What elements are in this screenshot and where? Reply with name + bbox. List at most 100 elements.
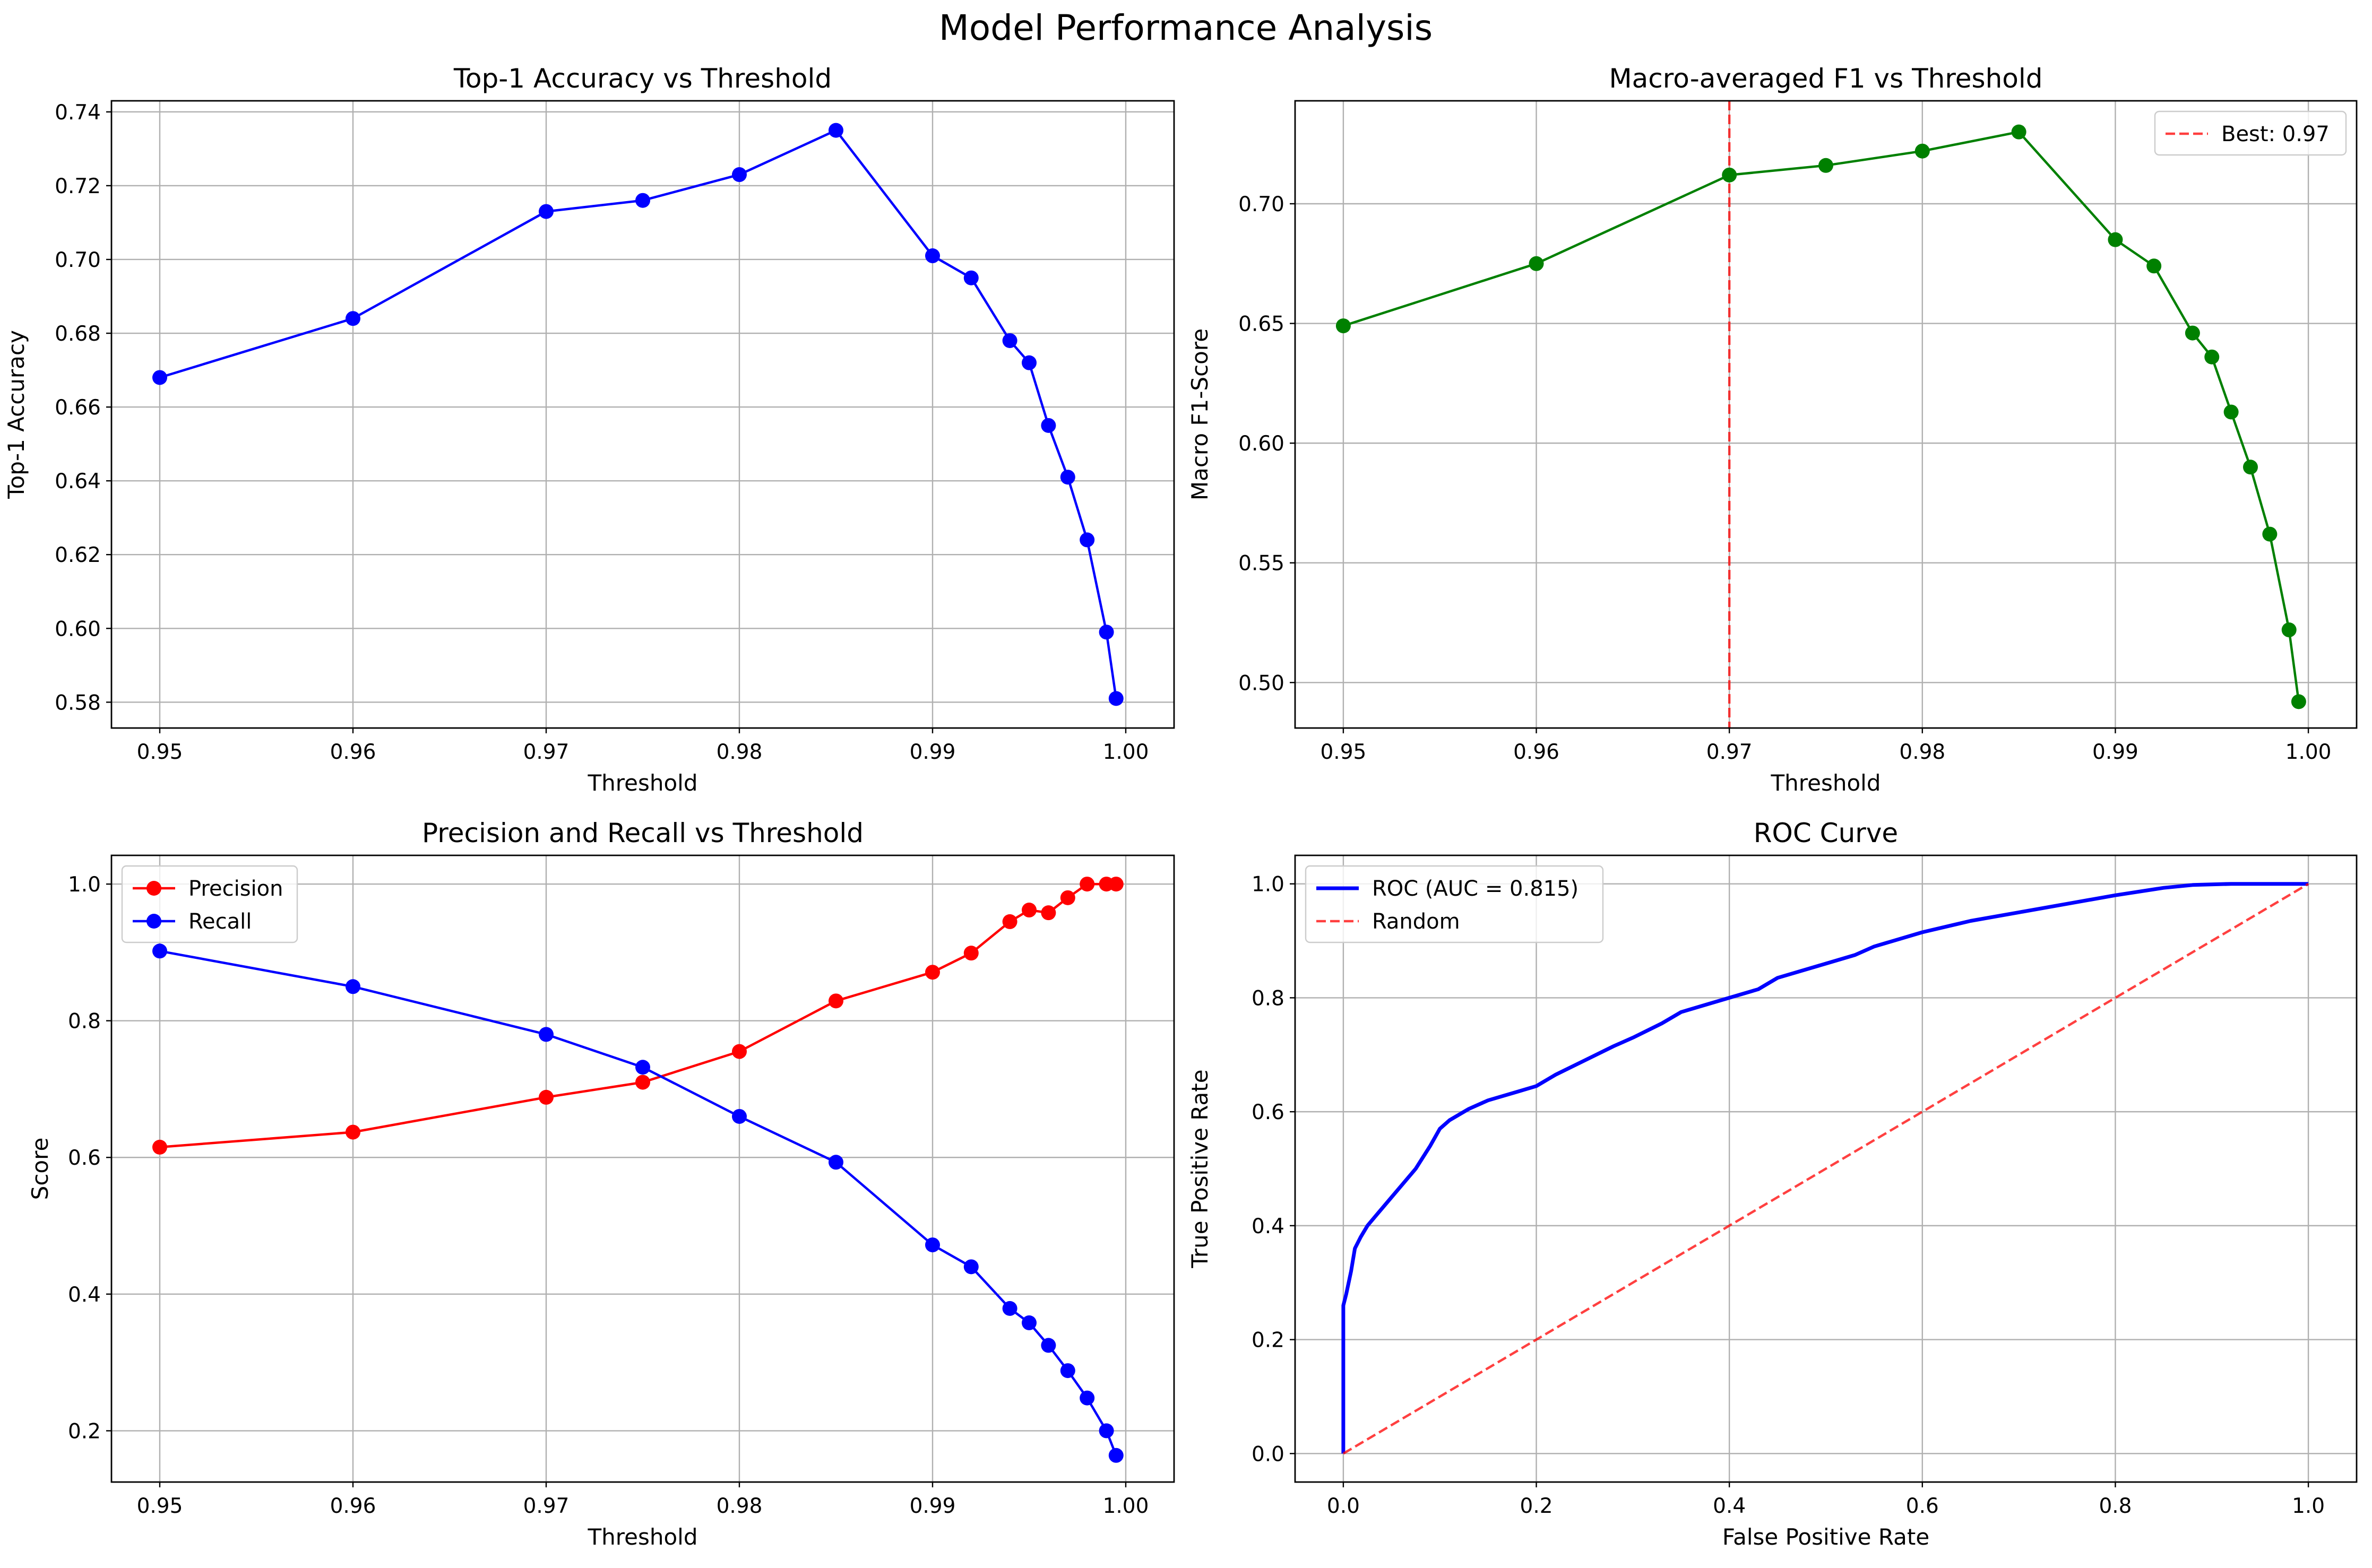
data-point bbox=[1722, 167, 1737, 183]
legend-marker bbox=[146, 914, 161, 929]
data-point bbox=[963, 946, 979, 961]
data-point bbox=[829, 993, 843, 1009]
x-tick-label: 0.95 bbox=[137, 1494, 183, 1518]
data-point bbox=[1022, 355, 1037, 370]
data-point bbox=[925, 1237, 940, 1253]
legend-label: Best: 0.97 bbox=[2221, 122, 2330, 146]
data-point bbox=[346, 1124, 360, 1140]
y-tick-label: 0.74 bbox=[55, 101, 101, 125]
x-tick-label: 1.00 bbox=[2285, 740, 2332, 764]
subplot-title: Precision and Recall vs Threshold bbox=[422, 818, 864, 848]
data-point bbox=[2291, 694, 2306, 709]
legend: Best: 0.97 bbox=[2154, 110, 2347, 156]
data-point bbox=[732, 167, 747, 183]
data-point bbox=[1080, 1390, 1095, 1406]
data-point bbox=[1080, 532, 1095, 548]
data-point bbox=[152, 1139, 167, 1155]
subplot-1: 0.95 0.96 0.97 0.98 0.99 1.00 0.58 0.60 0.62 0.64… bbox=[3, 63, 1175, 796]
series-line-2 bbox=[1342, 882, 2309, 1455]
data-point bbox=[963, 270, 979, 285]
y-tick-label: 0.68 bbox=[55, 322, 101, 346]
x-tick-label: 1.00 bbox=[1103, 740, 1149, 764]
y-tick-label: 0.72 bbox=[55, 175, 101, 198]
data-point bbox=[1060, 470, 1075, 485]
data-point bbox=[2204, 349, 2220, 365]
data-point bbox=[539, 1089, 554, 1105]
y-tick-label: 0.2 bbox=[1252, 1329, 1284, 1353]
data-point bbox=[1108, 877, 1124, 892]
legend-marker bbox=[146, 881, 161, 896]
subplot-3: 0.95 0.96 0.97 0.98 0.99 1.00 0.2 0.4 0.6 0.8 1.0 P… bbox=[27, 818, 1175, 1550]
x-tick-label: 0.97 bbox=[1706, 740, 1753, 764]
data-point bbox=[2281, 622, 2297, 638]
data-point bbox=[1108, 1448, 1124, 1463]
x-axis-label: Threshold bbox=[588, 770, 698, 796]
x-axis-label: False Positive Rate bbox=[1722, 1524, 1929, 1550]
y-tick-label: 0.70 bbox=[55, 248, 101, 272]
data-point bbox=[925, 248, 940, 264]
y-axis-label: Top-1 Accuracy bbox=[3, 330, 29, 499]
x-tick-label: 0.6 bbox=[1906, 1494, 1939, 1518]
legend-box bbox=[2154, 110, 2347, 156]
data-point bbox=[1060, 1363, 1075, 1379]
data-point bbox=[635, 1075, 650, 1090]
y-tick-label: 0.58 bbox=[55, 691, 101, 715]
y-tick-label: 0.8 bbox=[1252, 986, 1284, 1010]
data-point bbox=[1041, 1338, 1056, 1353]
data-point bbox=[1099, 1423, 1114, 1439]
x-tick-label: 0.98 bbox=[717, 1494, 763, 1518]
y-tick-label: 1.0 bbox=[1252, 873, 1284, 897]
data-point bbox=[1914, 143, 1930, 159]
x-tick-label: 0.4 bbox=[1713, 1494, 1746, 1518]
x-tick-label: 0.96 bbox=[330, 740, 376, 764]
y-tick-label: 0.65 bbox=[1238, 313, 1284, 336]
x-tick-label: 0.97 bbox=[523, 1494, 570, 1518]
x-axis-label: Threshold bbox=[588, 1524, 698, 1550]
y-tick-label: 0.50 bbox=[1238, 671, 1284, 695]
y-tick-label: 0.8 bbox=[68, 1010, 101, 1034]
y-axis-label: Score bbox=[27, 1138, 53, 1200]
y-tick-label: 0.0 bbox=[1252, 1442, 1284, 1466]
data-point bbox=[1060, 890, 1075, 905]
legend-label: Precision bbox=[188, 877, 283, 901]
x-tick-label: 0.2 bbox=[1520, 1494, 1553, 1518]
data-point bbox=[152, 370, 167, 385]
data-point bbox=[346, 311, 360, 326]
legend: Precision Recall bbox=[121, 865, 298, 943]
series-line-1 bbox=[1341, 882, 2309, 1454]
x-tick-label: 0.99 bbox=[2092, 740, 2138, 764]
subplot-2: 0.95 0.96 0.97 0.98 0.99 1.00 0.50 0.55 0.60 0.65… bbox=[1187, 63, 2358, 796]
subplot-title: ROC Curve bbox=[1754, 818, 1898, 848]
legend-label: Random bbox=[1372, 909, 1460, 934]
y-tick-label: 0.62 bbox=[55, 543, 101, 567]
subplot-title: Macro-averaged F1 vs Threshold bbox=[1609, 63, 2042, 94]
data-point bbox=[2108, 232, 2123, 247]
data-point bbox=[925, 965, 940, 980]
y-tick-label: 0.64 bbox=[55, 470, 101, 493]
legend-label: Recall bbox=[188, 909, 252, 934]
data-point bbox=[539, 204, 554, 219]
subplot-title: Top-1 Accuracy vs Threshold bbox=[453, 63, 832, 94]
y-tick-label: 1.0 bbox=[68, 873, 101, 897]
data-point bbox=[1022, 903, 1037, 918]
y-tick-label: 0.4 bbox=[1252, 1215, 1284, 1238]
subplots: 0.95 0.96 0.97 0.98 0.99 1.00 0.58 0.60 0.62 0.64… bbox=[3, 63, 2358, 1550]
data-point bbox=[2146, 258, 2162, 274]
y-tick-label: 0.55 bbox=[1238, 552, 1284, 576]
plot-area bbox=[1335, 101, 2306, 728]
y-tick-label: 0.6 bbox=[1252, 1101, 1284, 1124]
data-point bbox=[539, 1027, 554, 1042]
x-tick-label: 0.99 bbox=[910, 740, 956, 764]
data-point bbox=[1335, 318, 1351, 334]
x-tick-label: 0.98 bbox=[1899, 740, 1945, 764]
axes-frame bbox=[110, 100, 1175, 729]
data-point bbox=[2223, 404, 2239, 420]
data-point bbox=[963, 1259, 979, 1275]
x-tick-label: 0.96 bbox=[1513, 740, 1559, 764]
y-tick-label: 0.2 bbox=[68, 1419, 101, 1443]
x-tick-label: 0.99 bbox=[910, 1494, 956, 1518]
data-point bbox=[1041, 905, 1056, 921]
plot-area bbox=[1341, 882, 2309, 1455]
x-tick-label: 0.95 bbox=[1320, 740, 1366, 764]
